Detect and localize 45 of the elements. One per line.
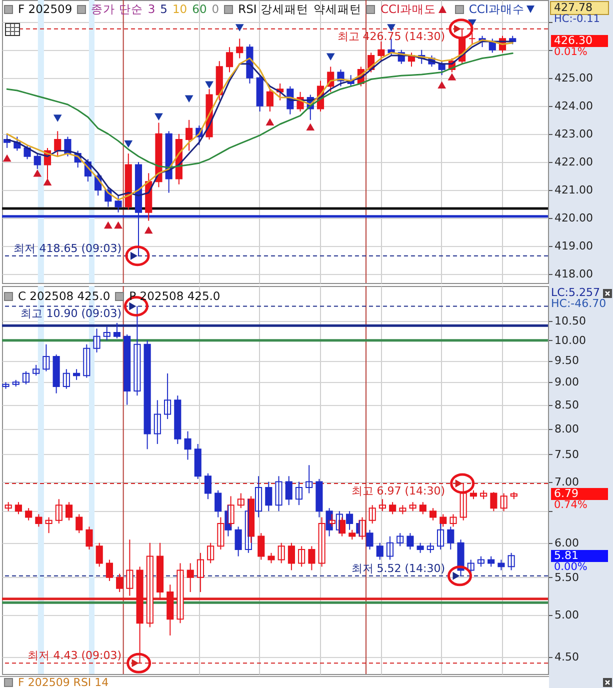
- y-tick-label: 419.00: [554, 240, 593, 253]
- ref-line-label: 최저 418.65 (09:03): [14, 242, 122, 255]
- y-tick-label: 7.50: [554, 448, 579, 461]
- y-tick-label: 5.00: [554, 608, 579, 622]
- legend-label: CCI과매수: [468, 2, 524, 16]
- text: 60: [192, 2, 207, 16]
- y-tick-label: 421.00: [554, 183, 593, 196]
- y-tick-label: 8.00: [554, 422, 579, 436]
- text: LC:5.257: [551, 286, 600, 299]
- text: 5: [160, 2, 168, 16]
- text: 0.74%: [553, 498, 588, 511]
- y-tick-label: 424.00: [554, 99, 593, 112]
- y-tick-label: 9.00: [554, 376, 579, 389]
- y-tick-label: 5.50: [554, 570, 579, 584]
- y-tick-label: 6.00: [554, 536, 579, 550]
- y-tick-label: 7.00: [554, 475, 579, 488]
- text: 427.78: [551, 1, 608, 14]
- y-tick-label: 4.50: [554, 650, 579, 664]
- y-tick-label: 425.00: [554, 71, 593, 84]
- text: 0.01%: [553, 46, 588, 58]
- y-tick-label: 418.00: [554, 268, 593, 281]
- y-tick-label: 10.50: [554, 314, 586, 328]
- text: 5.81: [551, 548, 608, 562]
- text: HC:-0.11: [553, 13, 600, 25]
- y-tick-label: 422.00: [554, 155, 593, 168]
- y-tick-label: 423.00: [554, 127, 593, 140]
- chart-title: F 202509: [18, 2, 72, 16]
- y-tick-label: 10.00: [554, 334, 586, 347]
- y-tick-label: 9.50: [554, 354, 579, 368]
- text: 10: [172, 2, 188, 16]
- y-tick-label: 420.00: [554, 211, 593, 224]
- text: F 202509 RSI 14: [18, 676, 109, 688]
- text: 426.30: [551, 34, 608, 48]
- annotation: 약세패턴: [313, 2, 362, 16]
- annotation: 0: [212, 2, 220, 16]
- text: 6.79: [551, 486, 608, 500]
- legend-label: CCI과매도: [380, 2, 436, 16]
- annotation: RSI 강세패턴: [238, 2, 308, 16]
- annotation: 3: [148, 2, 156, 16]
- text: 0.00%: [553, 560, 588, 573]
- text: HC:-46.70: [551, 297, 606, 310]
- ref-line-label: 최고 10.90 (09:03): [20, 307, 122, 320]
- y-tick-label: 8.50: [554, 398, 579, 412]
- annotation: C 202508 425.0: [18, 289, 110, 303]
- ref-line-label: 최저 4.43 (09:03): [28, 649, 122, 662]
